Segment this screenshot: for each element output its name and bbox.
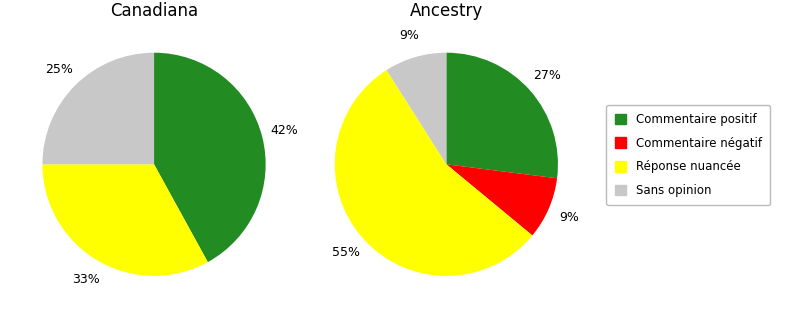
Text: 25%: 25% <box>45 63 73 76</box>
Wedge shape <box>43 53 154 164</box>
Title: Canadiana: Canadiana <box>110 2 198 20</box>
Text: 9%: 9% <box>559 211 579 224</box>
Wedge shape <box>43 164 208 276</box>
Text: 27%: 27% <box>533 69 561 82</box>
Wedge shape <box>446 53 558 178</box>
Wedge shape <box>154 53 265 262</box>
Text: 33%: 33% <box>72 273 100 286</box>
Title: Ancestry: Ancestry <box>410 2 483 20</box>
Legend: Commentaire positif, Commentaire négatif, Réponse nuancée, Sans opinion: Commentaire positif, Commentaire négatif… <box>606 105 770 205</box>
Wedge shape <box>386 53 446 164</box>
Wedge shape <box>335 70 532 276</box>
Wedge shape <box>446 164 557 235</box>
Text: 55%: 55% <box>332 246 360 259</box>
Text: 42%: 42% <box>270 125 298 138</box>
Text: 9%: 9% <box>399 29 419 42</box>
